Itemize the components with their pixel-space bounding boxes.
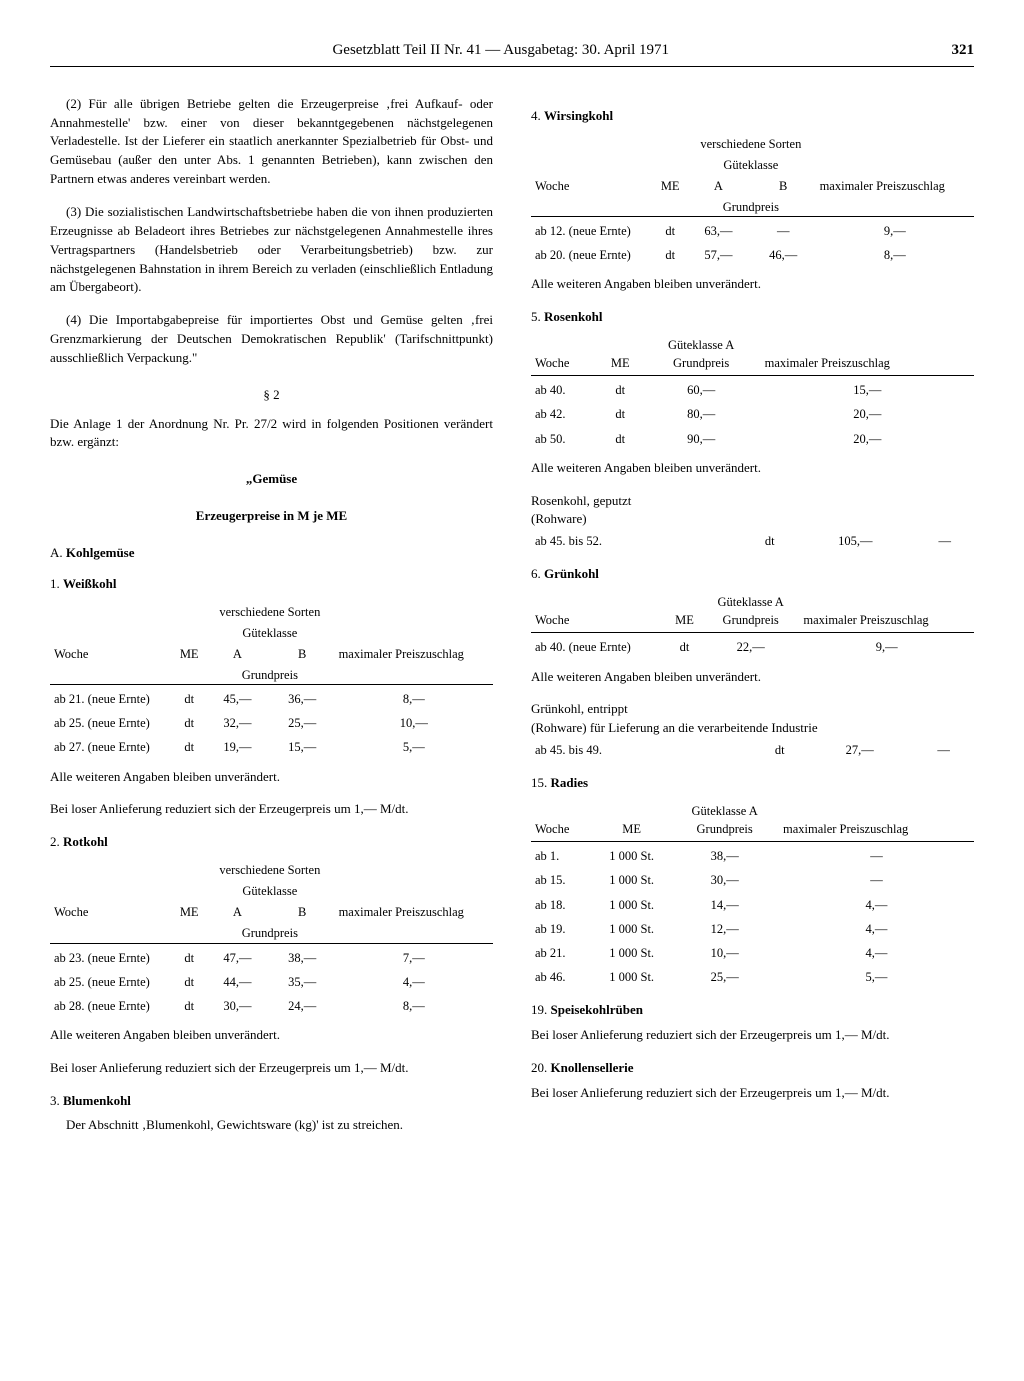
- table-row: ab 12. (neue Ernte)dt63,——9,—: [531, 219, 974, 243]
- gemuese-heading: „Gemüse: [50, 470, 493, 489]
- rosenkohl-table: WocheMEGüteklasse AGrundpreismaximaler P…: [531, 333, 974, 451]
- left-column: (2) Für alle übrigen Betriebe gelten die…: [50, 95, 493, 1150]
- table-row: ab 15.1 000 St.30,——: [531, 868, 974, 892]
- table-row: ab 28. (neue Ernte)dt30,—24,—8,—: [50, 994, 493, 1018]
- wirsingkohl-table: verschiedene Sorten WocheMEGüteklassemax…: [531, 132, 974, 268]
- right-column: 4. Wirsingkohl verschiedene Sorten Woche…: [531, 95, 974, 1150]
- item-20-heading: 20. Knollensellerie: [531, 1059, 974, 1078]
- table-row: ab 1.1 000 St.38,——: [531, 844, 974, 868]
- gruenkohl-note: Alle weiteren Angaben bleiben unveränder…: [531, 668, 974, 687]
- item-6-heading: 6. Grünkohl: [531, 565, 974, 584]
- item-3-heading: 3. Blumenkohl: [50, 1092, 493, 1111]
- table-row: ab 27. (neue Ernte)dt19,—15,—5,—: [50, 735, 493, 759]
- table-row: ab 46.1 000 St.25,—5,—: [531, 965, 974, 989]
- table-row: ab 45. bis 49.dt27,——: [531, 738, 974, 762]
- para-4: (4) Die Importabgabepreise für importier…: [50, 311, 493, 368]
- section-2-heading: § 2: [50, 386, 493, 405]
- page-header: Gesetzblatt Teil II Nr. 41 — Ausgabetag:…: [50, 40, 974, 67]
- rotkohl-note-2: Bei loser Anlieferung reduziert sich der…: [50, 1059, 493, 1078]
- header-title: Gesetzblatt Teil II Nr. 41 — Ausgabetag:…: [50, 40, 952, 62]
- table-row: ab 23. (neue Ernte)dt47,—38,—7,—: [50, 946, 493, 970]
- table-row: ab 50.dt90,—20,—: [531, 427, 974, 451]
- rosenkohl-sub1: Rosenkohl, geputzt: [531, 492, 974, 511]
- table-row: ab 18.1 000 St.14,—4,—: [531, 893, 974, 917]
- item-2-heading: 2. Rotkohl: [50, 833, 493, 852]
- section-2-text: Die Anlage 1 der Anordnung Nr. Pr. 27/2 …: [50, 415, 493, 453]
- item-15-heading: 15. Radies: [531, 774, 974, 793]
- para-3: (3) Die sozialistischen Landwirtschaftsb…: [50, 203, 493, 297]
- gruenkohl-table: WocheMEGüteklasse AGrundpreismaximaler P…: [531, 590, 974, 659]
- item-19-text: Bei loser Anlieferung reduziert sich der…: [531, 1026, 974, 1045]
- erzeugerpreise-heading: Erzeugerpreise in M je ME: [50, 507, 493, 526]
- weisskohl-table: verschiedene Sorten WocheMEGüteklassemax…: [50, 600, 493, 760]
- gruenkohl-subtable: ab 45. bis 49.dt27,——: [531, 738, 974, 762]
- item-19-heading: 19. Speisekohlrüben: [531, 1001, 974, 1020]
- para-2: (2) Für alle übrigen Betriebe gelten die…: [50, 95, 493, 189]
- rotkohl-note-1: Alle weiteren Angaben bleiben unveränder…: [50, 1026, 493, 1045]
- section-a-heading: A. A. KohlgemüseKohlgemüse: [50, 544, 493, 563]
- table-row: ab 40.dt60,—15,—: [531, 378, 974, 402]
- page-number: 321: [952, 40, 975, 62]
- rosenkohl-sub2: (Rohware): [531, 510, 974, 529]
- table-row: ab 25. (neue Ernte)dt32,—25,—10,—: [50, 711, 493, 735]
- gruenkohl-sub1: Grünkohl, entrippt: [531, 700, 974, 719]
- table-row: ab 25. (neue Ernte)dt44,—35,—4,—: [50, 970, 493, 994]
- gruenkohl-sub2: (Rohware) für Lieferung an die verarbeit…: [531, 719, 974, 738]
- table-row: ab 19.1 000 St.12,—4,—: [531, 917, 974, 941]
- item-1-heading: 1. Weißkohl: [50, 575, 493, 594]
- content-columns: (2) Für alle übrigen Betriebe gelten die…: [50, 95, 974, 1150]
- table-row: ab 42.dt80,—20,—: [531, 402, 974, 426]
- blumenkohl-text: Der Abschnitt ‚Blumenkohl, Gewichtsware …: [50, 1116, 493, 1135]
- item-4-heading: 4. Wirsingkohl: [531, 107, 974, 126]
- radies-table: WocheMEGüteklasse AGrundpreismaximaler P…: [531, 799, 974, 989]
- item-20-text: Bei loser Anlieferung reduziert sich der…: [531, 1084, 974, 1103]
- item-5-heading: 5. Rosenkohl: [531, 308, 974, 327]
- rosenkohl-note: Alle weiteren Angaben bleiben unveränder…: [531, 459, 974, 478]
- weisskohl-note-2: Bei loser Anlieferung reduziert sich der…: [50, 800, 493, 819]
- table-row: ab 21.1 000 St.10,—4,—: [531, 941, 974, 965]
- weisskohl-note-1: Alle weiteren Angaben bleiben unveränder…: [50, 768, 493, 787]
- wirsingkohl-note: Alle weiteren Angaben bleiben unveränder…: [531, 275, 974, 294]
- table-row: ab 40. (neue Ernte)dt22,—9,—: [531, 635, 974, 659]
- table-row: ab 21. (neue Ernte)dt45,—36,—8,—: [50, 687, 493, 711]
- table-row: ab 45. bis 52.dt105,——: [531, 529, 974, 553]
- table-row: ab 20. (neue Ernte)dt57,—46,—8,—: [531, 243, 974, 267]
- rotkohl-table: verschiedene Sorten WocheMEGüteklassemax…: [50, 858, 493, 1018]
- rosenkohl-subtable: ab 45. bis 52.dt105,——: [531, 529, 974, 553]
